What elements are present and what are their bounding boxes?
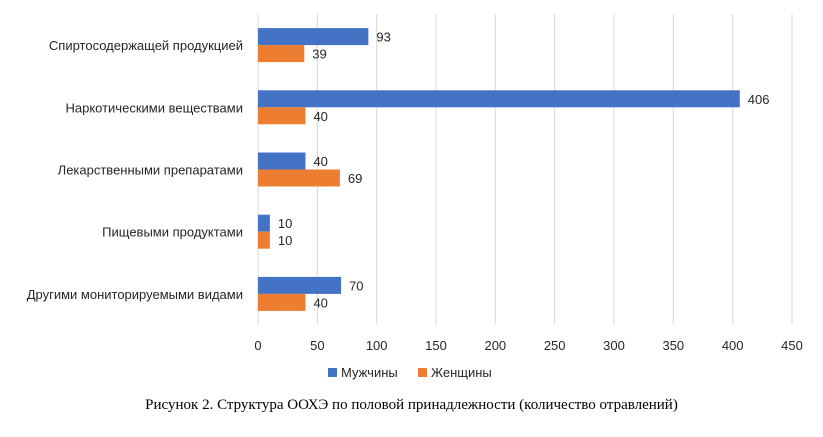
bar-men [258,276,342,294]
data-label: 10 [278,216,292,231]
data-label: 40 [313,295,327,310]
category-label: Лекарственными препаратами [58,163,243,178]
bar-women [258,169,340,187]
bar-women [258,293,306,311]
bar-men [258,214,270,232]
x-tick-label: 150 [425,338,447,353]
legend-swatch [418,368,427,377]
x-tick-label: 100 [366,338,388,353]
data-label: 40 [313,154,327,169]
gridlines [257,14,793,325]
legend-label: Мужчины [341,365,398,380]
category-label: Пищевыми продуктами [102,225,243,240]
bar-men [258,28,369,46]
bar-women [258,45,305,63]
bar-men [258,90,740,108]
data-label: 69 [348,171,362,186]
x-tick-label: 400 [722,338,744,353]
data-label: 10 [278,233,292,248]
legend-label: Женщины [431,365,492,380]
category-labels: Спиртосодержащей продукцией Наркотическим… [27,38,243,302]
bar-women [258,107,306,125]
legend: Мужчины Женщины [328,365,492,380]
category-label: Другими мониторируемыми видами [27,287,243,302]
category-label: Спиртосодержащей продукцией [49,38,243,53]
x-tick-label: 350 [662,338,684,353]
x-tick-label: 200 [484,338,506,353]
x-tick-label: 0 [254,338,261,353]
data-label: 406 [748,92,770,107]
bars [258,28,740,311]
x-axis-ticks: 0 50 100 150 200 250 300 350 400 450 [254,338,802,353]
x-tick-label: 450 [781,338,803,353]
category-label: Наркотическими веществами [65,100,243,115]
data-labels: 93 39 406 40 40 69 10 10 70 40 [278,30,770,311]
data-label: 39 [312,47,326,62]
bar-men [258,152,306,170]
bar-chart: Спиртосодержащей продукцией Наркотическим… [27,14,803,380]
x-tick-label: 250 [544,338,566,353]
x-tick-label: 300 [603,338,625,353]
figure-caption: Рисунок 2. Структура ООХЭ по половой при… [145,397,678,413]
x-tick-label: 50 [310,338,324,353]
legend-swatch [328,368,337,377]
data-label: 70 [349,278,363,293]
bar-women [258,231,270,249]
data-label: 93 [376,30,390,45]
data-label: 40 [313,109,327,124]
